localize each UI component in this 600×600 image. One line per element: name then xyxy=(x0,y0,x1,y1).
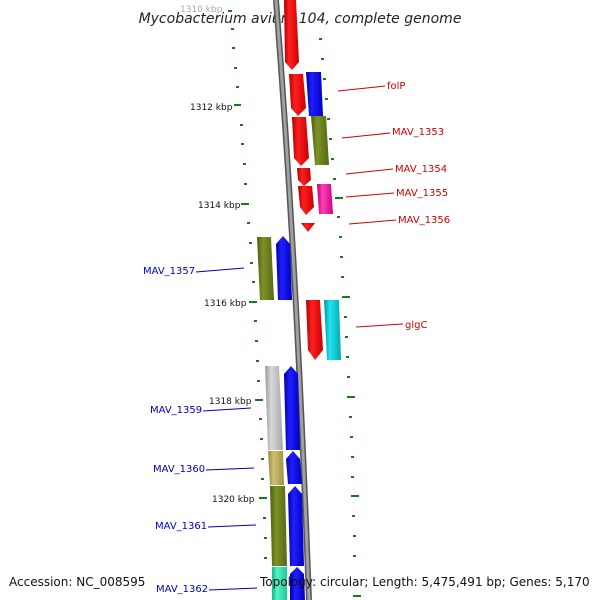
gene-block-mav1356[interactable] xyxy=(301,223,315,232)
gene-label-mav1354[interactable]: MAV_1354 xyxy=(395,164,447,175)
gene-block-mav1353[interactable] xyxy=(292,117,309,166)
scale-track-right xyxy=(319,38,361,597)
leader-mav1359 xyxy=(202,407,252,412)
gene-labels-left: MAV_1357 MAV_1359 MAV_1360 MAV_1361 MAV_… xyxy=(143,266,258,595)
gene-block-mav1361-partner[interactable] xyxy=(270,486,287,566)
gene-label-mav1353[interactable]: MAV_1353 xyxy=(392,127,444,138)
gene-blocks-right xyxy=(284,0,341,360)
leader-mav1355 xyxy=(345,192,395,198)
leader-mav1353 xyxy=(341,132,391,139)
gene-label-mav1360[interactable]: MAV_1360 xyxy=(153,464,205,475)
gene-block-mav1353-partner[interactable] xyxy=(311,116,329,165)
gene-block-folP-partner[interactable] xyxy=(306,72,323,116)
gene-label-mav1356[interactable]: MAV_1356 xyxy=(398,215,450,226)
genome-backbone xyxy=(274,0,311,600)
gene-block-1309[interactable] xyxy=(284,0,299,70)
scale-label-1316: 1316 kbp xyxy=(204,299,247,309)
gene-block-mav1360-partner[interactable] xyxy=(268,451,284,485)
gene-block-mav1354[interactable] xyxy=(297,168,311,186)
genome-summary-text: Topology: circular; Length: 5,475,491 bp… xyxy=(259,575,590,589)
leader-mav1357 xyxy=(195,267,245,273)
gene-blocks-left xyxy=(257,236,305,600)
gene-block-mav1355-partner[interactable] xyxy=(317,184,333,214)
accession-text: Accession: NC_008595 xyxy=(9,575,145,589)
leader-mav1356 xyxy=(348,219,397,225)
gene-label-mav1361[interactable]: MAV_1361 xyxy=(155,521,207,532)
scale-track-left xyxy=(228,10,267,559)
leader-mav1361 xyxy=(207,524,257,528)
scale-label-1314: 1314 kbp xyxy=(198,201,241,211)
gene-block-folP[interactable] xyxy=(289,74,306,116)
map-title: Mycobacterium avium 104, complete genome xyxy=(139,11,462,27)
gene-block-glgC[interactable] xyxy=(306,300,323,360)
gene-label-mav1355[interactable]: MAV_1355 xyxy=(396,188,448,199)
leader-mav1354 xyxy=(345,168,394,175)
gene-label-mav1362[interactable]: MAV_1362 xyxy=(156,584,208,595)
leader-mav1360 xyxy=(205,467,255,471)
gene-block-mav1362-partner[interactable] xyxy=(272,567,287,600)
gene-block-glgC-partner[interactable] xyxy=(324,300,341,360)
scale-label-1310: 1310 kbp xyxy=(180,5,223,15)
gene-label-glgC[interactable]: glgC xyxy=(405,320,427,331)
gene-block-mav1357[interactable] xyxy=(276,236,292,300)
gene-labels-right: folP MAV_1353 MAV_1354 MAV_1355 MAV_1356… xyxy=(337,81,450,331)
scale-label-1320: 1320 kbp xyxy=(212,495,255,505)
leader-folP xyxy=(337,85,386,92)
gene-block-mav1355[interactable] xyxy=(298,186,314,215)
gene-block-mav1360[interactable] xyxy=(286,451,302,484)
leader-glgC xyxy=(355,323,404,328)
gene-label-folP[interactable]: folP xyxy=(387,81,405,92)
gene-block-mav1362[interactable] xyxy=(290,567,305,600)
gene-block-mav1359[interactable] xyxy=(284,366,300,450)
gene-label-mav1359[interactable]: MAV_1359 xyxy=(150,405,202,416)
gene-block-mav1361[interactable] xyxy=(288,486,304,566)
gene-label-mav1357[interactable]: MAV_1357 xyxy=(143,266,195,277)
gene-block-mav1357-partner[interactable] xyxy=(257,237,274,300)
scale-label-1318: 1318 kbp xyxy=(209,397,252,407)
gene-block-mav1359-partner[interactable] xyxy=(265,366,283,450)
leader-mav1362 xyxy=(208,587,258,591)
scale-label-1312: 1312 kbp xyxy=(190,103,233,113)
